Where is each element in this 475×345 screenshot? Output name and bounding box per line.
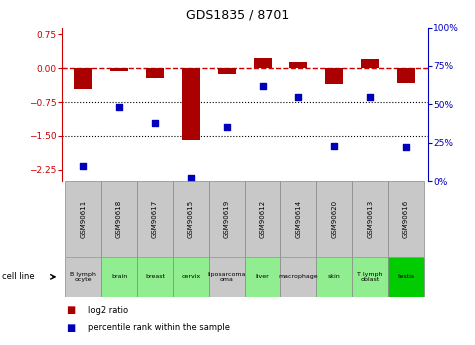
- Bar: [325, 68, 343, 84]
- Bar: [209, 181, 245, 257]
- Text: liposarcoma
oma: liposarcoma oma: [208, 272, 246, 282]
- Point: [151, 120, 159, 126]
- Text: log2 ratio: log2 ratio: [88, 306, 128, 315]
- Bar: [146, 68, 164, 78]
- Point: [402, 145, 410, 150]
- Point: [115, 105, 123, 110]
- Bar: [101, 181, 137, 257]
- Text: brain: brain: [111, 274, 127, 279]
- Text: ■: ■: [66, 323, 76, 333]
- Text: T lymph
oblast: T lymph oblast: [357, 272, 383, 282]
- Point: [259, 83, 266, 89]
- Text: liver: liver: [256, 274, 269, 279]
- Bar: [352, 257, 388, 297]
- Point: [331, 143, 338, 149]
- Bar: [245, 257, 280, 297]
- Bar: [137, 257, 173, 297]
- Bar: [218, 68, 236, 74]
- Bar: [289, 62, 307, 68]
- Point: [294, 94, 302, 99]
- Text: cervix: cervix: [181, 274, 200, 279]
- Bar: [280, 257, 316, 297]
- Text: GSM90617: GSM90617: [152, 200, 158, 238]
- Text: GSM90614: GSM90614: [295, 200, 302, 238]
- Text: GSM90611: GSM90611: [80, 200, 86, 238]
- Bar: [316, 181, 352, 257]
- Text: B lymph
ocyte: B lymph ocyte: [70, 272, 96, 282]
- Text: GSM90619: GSM90619: [224, 200, 230, 238]
- Text: GSM90613: GSM90613: [367, 200, 373, 238]
- Bar: [388, 257, 424, 297]
- Text: testis: testis: [398, 274, 415, 279]
- Text: breast: breast: [145, 274, 165, 279]
- Bar: [352, 181, 388, 257]
- Text: GSM90618: GSM90618: [116, 200, 122, 238]
- Point: [223, 125, 230, 130]
- Point: [187, 175, 195, 181]
- Text: GDS1835 / 8701: GDS1835 / 8701: [186, 9, 289, 22]
- Bar: [137, 181, 173, 257]
- Bar: [316, 257, 352, 297]
- Bar: [254, 58, 272, 68]
- Bar: [182, 68, 200, 140]
- Text: GSM90615: GSM90615: [188, 200, 194, 238]
- Text: percentile rank within the sample: percentile rank within the sample: [88, 323, 230, 332]
- Text: GSM90620: GSM90620: [331, 200, 337, 238]
- Point: [366, 94, 374, 99]
- Bar: [74, 68, 92, 89]
- Bar: [209, 257, 245, 297]
- Bar: [66, 257, 101, 297]
- Text: skin: skin: [328, 274, 341, 279]
- Bar: [110, 68, 128, 71]
- Text: ■: ■: [66, 306, 76, 315]
- Text: GSM90612: GSM90612: [259, 200, 266, 238]
- Bar: [101, 257, 137, 297]
- Bar: [245, 181, 280, 257]
- Bar: [173, 257, 209, 297]
- Text: GSM90616: GSM90616: [403, 200, 409, 238]
- Bar: [397, 68, 415, 83]
- Point: [79, 163, 87, 169]
- Bar: [66, 181, 101, 257]
- Text: cell line: cell line: [2, 272, 35, 282]
- Bar: [173, 181, 209, 257]
- Bar: [361, 59, 379, 68]
- Text: macrophage: macrophage: [279, 274, 318, 279]
- Bar: [280, 181, 316, 257]
- Bar: [388, 181, 424, 257]
